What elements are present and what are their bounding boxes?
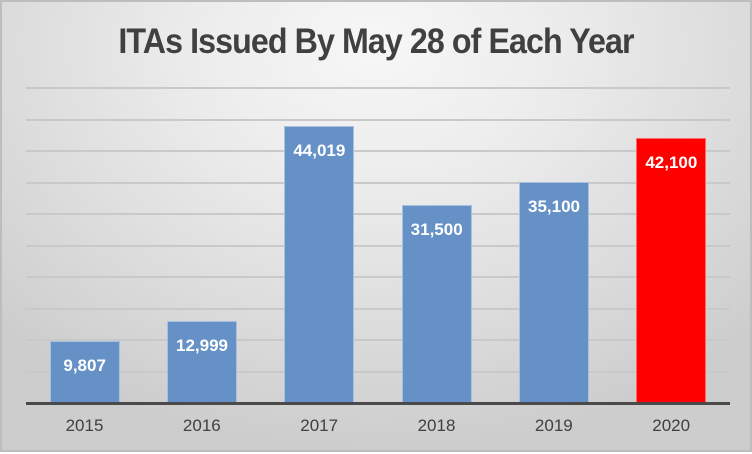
bar-2020: 42,100 xyxy=(636,137,707,403)
x-tick-label: 2020 xyxy=(652,416,691,435)
data-label: 42,100 xyxy=(645,152,698,172)
chart-title: ITAs Issued By May 28 of Each Year xyxy=(118,22,634,61)
data-label: 9,807 xyxy=(63,356,106,376)
gridline xyxy=(26,276,730,278)
bar-2017: 44,019 xyxy=(284,125,355,403)
x-tick-label: 2016 xyxy=(182,416,221,435)
data-label: 12,999 xyxy=(176,336,228,356)
gridline xyxy=(26,244,730,247)
gridline xyxy=(26,118,730,121)
bar-2018: 31,500 xyxy=(401,204,472,403)
bar-2015: 9,807 xyxy=(49,341,120,403)
x-tick-label: 2017 xyxy=(300,416,339,435)
data-label: 31,500 xyxy=(410,219,463,239)
x-tick-label: 2019 xyxy=(534,416,573,435)
gridline xyxy=(26,150,730,152)
bar-2016: 12,999 xyxy=(167,321,237,403)
gridline xyxy=(26,181,730,184)
x-axis-line xyxy=(26,402,730,405)
x-tick-label: 2018 xyxy=(417,416,456,435)
bar-2019: 35,100 xyxy=(519,181,589,403)
gridline xyxy=(26,339,730,341)
gridline xyxy=(26,213,730,215)
gridline xyxy=(26,370,730,373)
x-tick-label: 2015 xyxy=(65,416,104,435)
gridline xyxy=(26,307,730,310)
data-label: 44,019 xyxy=(293,140,346,160)
gridline xyxy=(26,87,730,89)
data-label: 35,100 xyxy=(528,196,580,216)
plot-area: 9,807 2015 12,999 2016 44,019 2017 31,500 2018 3… xyxy=(26,2,730,454)
